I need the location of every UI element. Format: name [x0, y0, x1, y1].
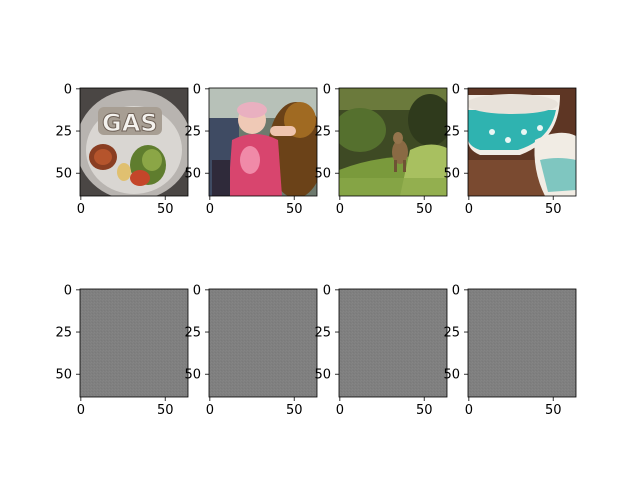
- x-tick-label: 0: [336, 403, 344, 418]
- y-tick-label: 25: [443, 326, 460, 341]
- axes-0: 0 50 0 25 50: [55, 82, 189, 217]
- x-tick-label: 0: [206, 202, 214, 217]
- y-tick-label: 0: [323, 82, 331, 97]
- axes-2: 0 50 0 25 50: [314, 82, 448, 217]
- axes-layer: 0 50 0 25 50 0 50 0 25 50 0 50 0 25 50 0 50 0 25 50 0 50 0 25 50…: [55, 82, 577, 418]
- axes-frame: [208, 87, 318, 197]
- y-tick-label: 50: [314, 368, 331, 383]
- y-tick-label: 0: [193, 283, 201, 298]
- panel-6-image: [339, 289, 447, 397]
- axes-3: 0 50 0 25 50: [443, 82, 577, 217]
- axes-7: 0 50 0 25 50: [443, 283, 577, 418]
- axes-frame: [79, 288, 189, 398]
- y-tick-label: 50: [184, 167, 201, 182]
- y-tick-label: 50: [443, 368, 460, 383]
- axes-frame: [338, 288, 448, 398]
- axes-1: 0 50 0 25 50: [184, 82, 318, 217]
- x-tick-label: 0: [465, 403, 473, 418]
- x-tick-label: 50: [545, 202, 562, 217]
- x-tick-label: 0: [77, 403, 85, 418]
- y-tick-label: 0: [323, 283, 331, 298]
- y-tick-label: 25: [314, 326, 331, 341]
- axes-frame: [467, 87, 577, 197]
- x-tick-label: 0: [206, 403, 214, 418]
- y-tick-label: 25: [314, 125, 331, 140]
- axes-5: 0 50 0 25 50: [184, 283, 318, 418]
- panel-3-image: [468, 88, 576, 196]
- panel-4-image: [80, 289, 188, 397]
- y-tick-label: 50: [55, 368, 72, 383]
- y-tick-label: 0: [452, 283, 460, 298]
- y-tick-label: 25: [443, 125, 460, 140]
- y-tick-label: 50: [55, 167, 72, 182]
- axes-frame: [79, 87, 189, 197]
- panel-5-image: [209, 289, 317, 397]
- panel-1-image: [209, 88, 317, 196]
- axes-frame: [208, 288, 318, 398]
- panel-2-image: [339, 88, 447, 196]
- axes-6: 0 50 0 25 50: [314, 283, 448, 418]
- x-tick-label: 50: [416, 202, 433, 217]
- axes-4: 0 50 0 25 50: [55, 283, 189, 418]
- x-tick-label: 0: [77, 202, 85, 217]
- y-tick-label: 50: [314, 167, 331, 182]
- y-tick-label: 50: [443, 167, 460, 182]
- x-tick-label: 50: [286, 202, 303, 217]
- y-tick-label: 0: [193, 82, 201, 97]
- x-tick-label: 0: [336, 202, 344, 217]
- y-tick-label: 25: [184, 326, 201, 341]
- y-tick-label: 25: [55, 125, 72, 140]
- y-tick-label: 25: [184, 125, 201, 140]
- y-tick-label: 25: [55, 326, 72, 341]
- x-tick-label: 50: [286, 403, 303, 418]
- x-tick-label: 0: [465, 202, 473, 217]
- panel-0-image: GAS: [80, 88, 188, 196]
- x-tick-label: 50: [157, 202, 174, 217]
- y-tick-label: 0: [452, 82, 460, 97]
- y-tick-label: 50: [184, 368, 201, 383]
- panel-7-image: [468, 289, 576, 397]
- y-tick-label: 0: [64, 283, 72, 298]
- y-tick-label: 0: [64, 82, 72, 97]
- x-tick-label: 50: [545, 403, 562, 418]
- svg-text:GAS: GAS: [102, 109, 158, 137]
- axes-frame: [338, 87, 448, 197]
- x-tick-label: 50: [416, 403, 433, 418]
- x-tick-label: 50: [157, 403, 174, 418]
- axes-frame: [467, 288, 577, 398]
